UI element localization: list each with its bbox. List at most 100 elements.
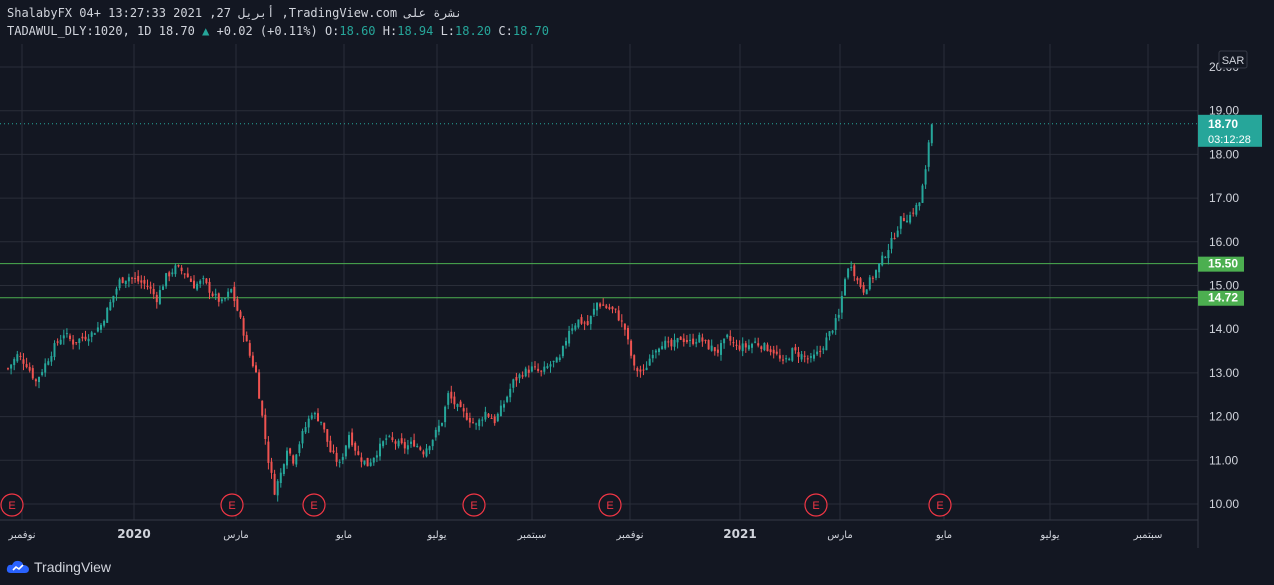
- earnings-marker[interactable]: E: [598, 493, 622, 517]
- candlestick-series: [7, 123, 933, 502]
- candle-body: [425, 448, 428, 457]
- candle-body: [348, 435, 350, 448]
- candle-body: [710, 345, 713, 351]
- earnings-circle: [302, 493, 326, 517]
- tradingview-logo[interactable]: TradingView: [6, 559, 111, 575]
- candle-body: [831, 330, 834, 333]
- candle-body: [69, 335, 71, 339]
- candle-body: [16, 354, 19, 362]
- candle-body: [422, 451, 425, 455]
- price-tags: 15.50 14.72 18.70 03:12:28: [1198, 114, 1262, 306]
- earnings-marker[interactable]: E: [462, 493, 486, 517]
- candle-body: [400, 438, 403, 444]
- candle-body: [924, 169, 927, 185]
- candle-body: [394, 441, 397, 444]
- candle-body: [673, 339, 676, 347]
- earnings-letter: E: [8, 500, 15, 512]
- earnings-marker[interactable]: E: [928, 493, 952, 517]
- chart-background: [0, 44, 1274, 548]
- candle-body: [589, 315, 592, 325]
- grid-lines: [0, 44, 1198, 520]
- candle-body: [506, 396, 509, 402]
- earnings-letter: E: [228, 500, 235, 512]
- cloud-icon: [6, 560, 29, 573]
- candle-body: [326, 429, 329, 442]
- candle-body: [679, 336, 682, 340]
- level-tag: [1198, 256, 1244, 272]
- candle-body: [456, 404, 459, 407]
- publish-info: ShalabyFX 04+ 13:27:33 2021 ,27 أبريل ,T…: [7, 6, 463, 20]
- candle-body: [10, 364, 13, 369]
- candle-body: [155, 294, 158, 303]
- candle-body: [775, 351, 778, 354]
- candle-body: [189, 278, 192, 282]
- candle-body: [338, 461, 341, 463]
- candle-body: [444, 406, 447, 423]
- time-tick-label: يوليو: [426, 530, 446, 541]
- candle-body: [605, 305, 608, 309]
- candle-body: [890, 237, 893, 249]
- candle-body: [103, 320, 106, 326]
- candle-body: [459, 401, 462, 408]
- candle-body: [648, 358, 651, 366]
- candle-body: [118, 279, 121, 289]
- earnings-marker[interactable]: E: [302, 493, 326, 517]
- candle-body: [819, 350, 822, 352]
- candle-body: [50, 356, 53, 362]
- candle-body: [152, 288, 155, 295]
- candle-body: [183, 273, 186, 275]
- candle-body: [304, 427, 307, 433]
- candle-body: [298, 444, 301, 453]
- candle-body: [149, 286, 152, 289]
- candle-body: [7, 368, 9, 370]
- price-chart[interactable]: E E E E E E E 10.00 11.00 12.00 13.00 14.00 15.00 16…: [0, 44, 1274, 548]
- candle-body: [112, 295, 115, 303]
- candle-body: [685, 339, 688, 343]
- candle-body: [106, 307, 109, 323]
- candle-body: [202, 278, 205, 280]
- candle-body: [351, 432, 354, 446]
- currency-label[interactable]: SAR: [1218, 50, 1248, 69]
- symbol-label: TADAWUL_DLY:1020, 1D: [7, 24, 152, 38]
- candle-body: [251, 355, 254, 367]
- candle-body: [844, 279, 846, 296]
- candle-body: [137, 275, 140, 282]
- candle-body: [661, 346, 664, 350]
- candle-body: [335, 452, 338, 462]
- candle-body: [915, 205, 918, 215]
- candle-body: [893, 238, 896, 240]
- candle-body: [242, 318, 245, 336]
- candle-body: [837, 314, 840, 318]
- candle-body: [720, 343, 722, 355]
- up-triangle-icon: ▲: [202, 24, 210, 38]
- price-tick-label: 11.00: [1209, 453, 1238, 467]
- candle-body: [521, 375, 524, 377]
- candle-body: [527, 369, 530, 373]
- support-resistance-lines[interactable]: [0, 263, 1198, 299]
- candle-body: [388, 436, 391, 438]
- candle-body: [571, 328, 574, 331]
- candle-body: [180, 267, 183, 272]
- candle-body: [282, 464, 285, 474]
- earnings-marker[interactable]: E: [0, 493, 24, 517]
- candle-body: [729, 335, 732, 341]
- candle-body: [168, 272, 171, 277]
- candle-body: [205, 278, 208, 284]
- candle-body: [689, 339, 691, 341]
- candle-body: [363, 460, 366, 465]
- candle-body: [664, 340, 667, 349]
- candle-body: [707, 340, 710, 350]
- earnings-letter: E: [310, 500, 317, 512]
- candle-body: [859, 278, 862, 287]
- candle-body: [372, 457, 375, 463]
- earnings-letter: E: [936, 500, 943, 512]
- candle-body: [778, 355, 781, 359]
- candle-body: [862, 285, 865, 293]
- earnings-letter: E: [606, 500, 613, 512]
- price-tick-label: 14.00: [1209, 322, 1239, 336]
- candle-body: [493, 416, 496, 424]
- earnings-marker[interactable]: E: [220, 493, 244, 517]
- earnings-marker[interactable]: E: [804, 493, 828, 517]
- candle-body: [512, 379, 515, 388]
